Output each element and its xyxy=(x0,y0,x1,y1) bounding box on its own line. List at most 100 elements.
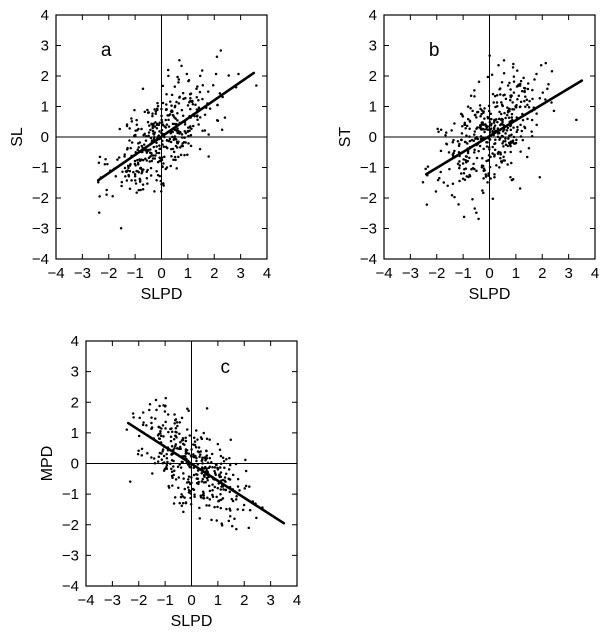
scatter-point xyxy=(461,177,465,180)
scatter-point xyxy=(481,123,485,127)
scatter-point xyxy=(163,410,167,413)
scatter-point xyxy=(499,93,502,96)
scatter-point xyxy=(206,461,210,465)
scatter-point xyxy=(176,119,179,122)
scatter-point xyxy=(521,118,525,122)
scatter-point xyxy=(174,434,177,438)
scatter-point xyxy=(230,497,234,501)
scatter-point xyxy=(153,461,157,465)
scatter-point xyxy=(181,501,185,505)
scatter-point xyxy=(161,450,164,453)
scatter-point xyxy=(171,484,174,487)
x-tick-label: −1 xyxy=(455,265,472,282)
scatter-point xyxy=(146,120,150,124)
scatter-point xyxy=(487,174,490,177)
scatter-point xyxy=(169,110,173,113)
scatter-point xyxy=(502,71,506,75)
scatter-point xyxy=(176,142,180,145)
scatter-point xyxy=(236,485,240,488)
x-tick-label: 0 xyxy=(187,592,195,609)
scatter-point xyxy=(528,99,531,103)
scatter-point xyxy=(208,456,212,460)
scatter-point xyxy=(156,460,160,463)
scatter-point xyxy=(130,120,134,123)
scatter-point xyxy=(199,450,202,453)
scatter-point xyxy=(189,92,193,95)
scatter-point xyxy=(530,118,534,122)
scatter-point xyxy=(511,107,514,111)
scatter-point xyxy=(509,175,512,179)
scatter-point xyxy=(530,130,533,133)
scatter-point xyxy=(136,161,140,165)
scatter-point xyxy=(504,137,507,140)
scatter-point xyxy=(210,460,213,464)
scatter-point xyxy=(208,489,212,493)
scatter-point xyxy=(533,78,536,81)
scatter-point xyxy=(219,454,223,458)
scatter-point xyxy=(496,135,500,138)
scatter-point xyxy=(135,118,138,122)
scatter-point xyxy=(425,203,429,206)
scatter-point xyxy=(162,435,165,438)
scatter-point xyxy=(203,456,206,459)
scatter-point xyxy=(219,488,223,491)
scatter-point xyxy=(189,466,192,469)
panel-label: c xyxy=(221,357,231,378)
y-tick-label: −1 xyxy=(32,160,49,177)
scatter-point xyxy=(216,442,220,446)
scatter-point xyxy=(158,144,161,147)
scatter-point xyxy=(487,145,491,149)
scatter-point xyxy=(185,481,189,484)
scatter-point xyxy=(210,518,213,522)
scatter-point xyxy=(220,128,224,132)
scatter-point xyxy=(197,482,200,486)
scatter-point xyxy=(174,158,177,162)
scatter-point xyxy=(170,474,174,478)
scatter-point xyxy=(219,49,223,52)
scatter-point xyxy=(181,91,185,95)
scatter-point xyxy=(174,427,178,430)
scatter-point xyxy=(506,106,509,109)
scatter-point xyxy=(138,180,142,183)
scatter-point xyxy=(208,107,212,110)
x-tick-label: 0 xyxy=(485,265,493,282)
scatter-point xyxy=(142,133,145,137)
scatter-point xyxy=(519,79,523,83)
scatter-point xyxy=(124,175,127,178)
scatter-point xyxy=(158,156,161,159)
scatter-point xyxy=(575,118,578,122)
scatter-point xyxy=(526,87,530,91)
scatter-point xyxy=(164,396,168,400)
scatter-point xyxy=(189,492,192,495)
scatter-point xyxy=(184,501,188,505)
scatter-point xyxy=(187,126,190,129)
y-tick-label: −1 xyxy=(360,160,377,177)
y-tick-label: 0 xyxy=(369,129,377,146)
scatter-point xyxy=(184,439,188,443)
scatter-point xyxy=(162,454,166,458)
scatter-point xyxy=(160,114,163,118)
scatter-point xyxy=(236,508,239,511)
scatter-point xyxy=(179,495,183,499)
scatter-point xyxy=(214,72,218,76)
scatter-point xyxy=(218,92,222,95)
scatter-point xyxy=(202,473,206,477)
scatter-point xyxy=(495,101,499,104)
scatter-point xyxy=(514,106,518,109)
scatter-point xyxy=(162,184,165,187)
scatter-point xyxy=(151,124,154,127)
scatter-point xyxy=(174,128,177,132)
scatter-point xyxy=(500,134,504,138)
scatter-point xyxy=(176,127,179,130)
scatter-point xyxy=(195,477,199,480)
scatter-point xyxy=(221,497,225,500)
scatter-point xyxy=(426,165,430,168)
scatter-point xyxy=(510,133,513,136)
scatter-point xyxy=(169,439,173,443)
scatter-point xyxy=(139,188,142,192)
scatter-point xyxy=(170,470,174,474)
scatter-point xyxy=(152,122,155,126)
scatter-point xyxy=(504,97,508,101)
scatter-point xyxy=(469,106,472,110)
scatter-point xyxy=(504,139,507,143)
